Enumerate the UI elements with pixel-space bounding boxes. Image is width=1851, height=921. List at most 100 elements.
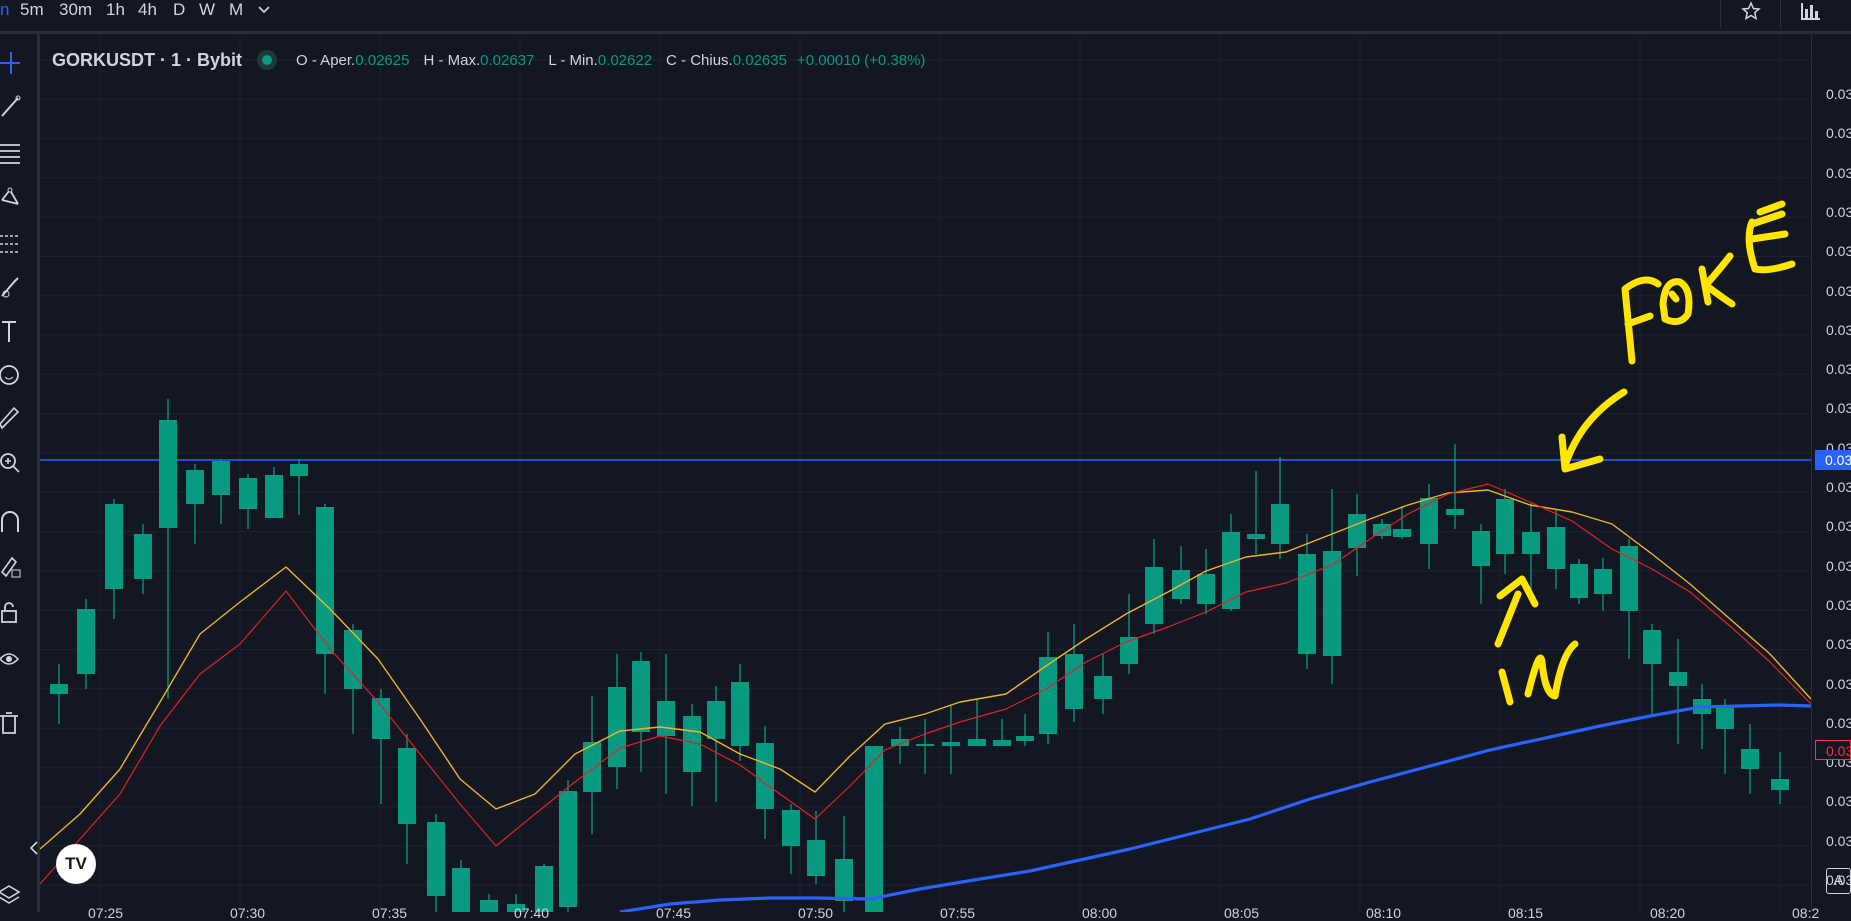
text-icon[interactable] [0,318,22,344]
candle-up [1197,574,1215,604]
candle-up [835,859,853,901]
candle-up [1222,532,1240,609]
price-axis-label: 0.03 [1826,872,1851,888]
candle-up [1120,637,1138,664]
candlestick-chart[interactable] [40,34,1811,912]
lock-icon[interactable] [0,600,22,626]
time-axis-label: 08:20 [1650,905,1686,921]
time-axis-label: 08:05 [1224,905,1260,921]
trendline-icon[interactable] [0,94,22,120]
candle-up [427,822,445,896]
price-axis-label: 0.03 [1826,793,1851,810]
high-value: 0.02637 [480,51,535,69]
collapse-toolbar-icon[interactable] [28,840,40,856]
candle-up [1298,554,1316,654]
timeframe-partial[interactable]: n [0,0,10,19]
magnet-icon[interactable] [0,510,22,536]
chart-pane[interactable] [40,34,1811,912]
tradingview-logo[interactable]: TV [56,844,96,884]
candle-up [507,904,525,912]
zoom-icon[interactable] [0,450,22,476]
candle-up [1643,630,1661,664]
candle-up [1016,736,1034,741]
candle-up [1547,527,1565,569]
price-axis-label: 0.03 [1826,596,1851,613]
close-value: 0.02635 [732,51,787,69]
candle-up [1620,546,1638,611]
candle-up [731,682,749,746]
candle-up [583,742,601,792]
timeframe-m[interactable]: M [229,0,244,19]
candle-up [1771,779,1789,790]
eye-icon[interactable] [0,646,22,672]
time-axis-label: 07:25 [88,905,124,921]
candle-up [1393,529,1411,537]
candle-up [632,661,650,732]
candle-up [891,739,909,746]
last-price-tag: 0.03 [1815,740,1851,760]
price-axis[interactable]: 0.03 0.03 0.03 0.03 0.03 0.03 0.03 0.03 0.03 0.03… [1811,34,1851,912]
candle-up [1145,567,1163,624]
price-axis-label: 0.03 [1826,479,1851,495]
drawing-toolbar [0,34,40,912]
candle-up [1522,532,1540,554]
timeframe-4h[interactable]: 4h [138,0,157,19]
timeframe-1h[interactable]: 1h [106,0,125,19]
timeframe-w[interactable]: W [199,0,216,19]
candle-up [657,701,675,736]
candle-up [1741,749,1759,769]
fib-lines-icon[interactable] [0,140,22,166]
timeframe-toolbar: n 5m 30m 1h 4h D W M [0,0,1851,34]
time-axis-label: 07:45 [656,905,692,921]
candle-up [134,534,152,579]
candle-up [50,684,68,694]
timeframe-d[interactable]: D [173,0,186,19]
candle-up [159,420,177,528]
time-axis-label: 07:40 [514,905,550,921]
timeframe-5m[interactable]: 5m [20,0,44,19]
lock-draw-icon[interactable] [0,554,22,580]
layers-icon[interactable] [0,882,22,908]
time-axis-label: 08:00 [1082,905,1118,921]
candle-up [372,698,390,739]
chevron-down-icon[interactable] [257,4,271,16]
low-value: 0.02622 [597,51,653,69]
candle-up [1247,534,1265,539]
candle-up [707,701,725,739]
candle-up [452,868,470,912]
price-axis-label: 0.03 [1826,518,1851,535]
annotation-fake-e [1745,200,1796,274]
time-axis-label: 07:50 [798,905,834,921]
trash-icon[interactable] [0,710,22,736]
annotation-arrow-up [1494,575,1539,648]
candle-up [1373,524,1391,536]
time-axis-label: 07:55 [940,905,976,921]
candle-up [1039,657,1057,734]
price-axis-label: 0.03 [1826,243,1851,260]
candle-up [942,742,960,746]
star-icon[interactable] [1741,1,1761,21]
bar-chart-icon[interactable] [1800,1,1822,21]
crosshair-icon[interactable] [0,50,22,76]
moving-average-slow [40,489,1811,850]
candle-up [993,740,1011,746]
market-status-dot [262,55,273,65]
pattern-icon[interactable] [0,184,22,210]
change-value: +0.00010 (+0.38%) [796,51,926,69]
price-axis-label: 0.03 [1826,282,1851,299]
candle-up [756,743,774,809]
auto-scale-button[interactable]: A [1826,868,1851,894]
ohlc-legend: GORKUSDT · 1 · Bybit O - Aper. 0.02625 H… [52,48,925,72]
candle-up [398,748,416,824]
price-axis-label: 0.03 [1826,86,1851,102]
symbol-title[interactable]: GORKUSDT · 1 · Bybit [52,49,243,70]
candle-up [212,461,230,495]
candle-up [559,791,577,907]
brush-icon[interactable] [0,274,22,300]
candle-up [1446,509,1464,515]
timeframe-30m[interactable]: 30m [59,0,93,19]
ruler-icon[interactable] [0,406,22,432]
price-axis-label: 0.03 [1826,675,1851,692]
forecast-icon[interactable] [0,230,22,256]
emoji-icon[interactable] [0,362,22,388]
